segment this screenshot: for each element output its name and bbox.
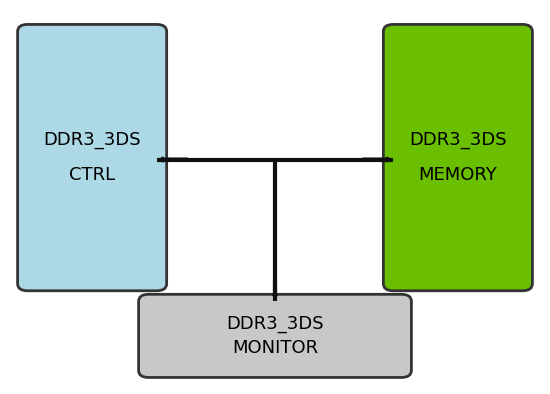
FancyBboxPatch shape bbox=[18, 24, 167, 291]
Text: DDR3_3DS: DDR3_3DS bbox=[409, 131, 507, 149]
Text: CTRL: CTRL bbox=[69, 166, 115, 184]
FancyBboxPatch shape bbox=[383, 24, 532, 291]
Text: DDR3_3DS: DDR3_3DS bbox=[43, 131, 141, 149]
Text: MEMORY: MEMORY bbox=[419, 166, 497, 184]
Text: DDR3_3DS: DDR3_3DS bbox=[226, 315, 324, 333]
FancyBboxPatch shape bbox=[139, 294, 411, 377]
Text: MONITOR: MONITOR bbox=[232, 339, 318, 357]
